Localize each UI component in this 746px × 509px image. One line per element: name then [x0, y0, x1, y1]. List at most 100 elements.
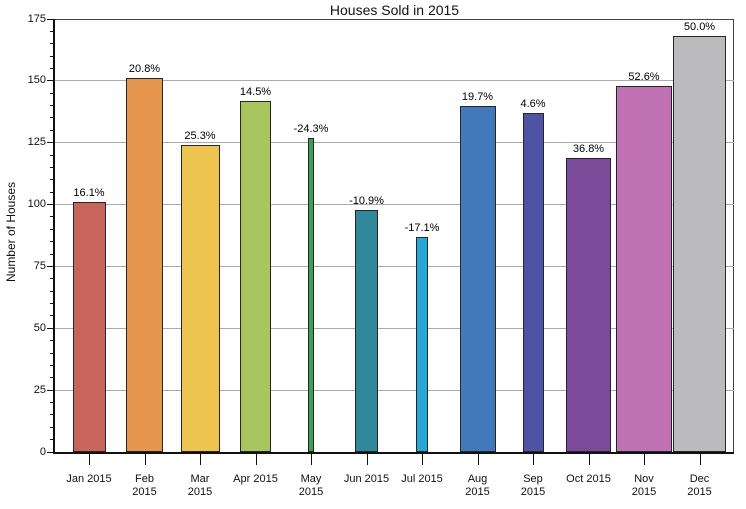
- y-gridline-25: [55, 389, 734, 391]
- y-minor-tick: [50, 166, 54, 168]
- y-major-tick-75: [47, 265, 54, 267]
- x-tick-nov-2015: [644, 454, 645, 465]
- x-tick-label-nov-2015: Nov 2015: [632, 473, 656, 499]
- x-tick-sep-2015: [533, 454, 534, 465]
- y-gridline-150: [55, 80, 734, 82]
- x-tick-label-line: 2015: [465, 486, 490, 498]
- y-tick-label-175: 175: [27, 12, 46, 25]
- y-major-tick-0: [47, 451, 54, 453]
- y-minor-tick: [50, 67, 54, 69]
- y-minor-tick: [50, 253, 54, 255]
- bar-dec-2015: [673, 36, 726, 452]
- x-tick-label-may-2015: May 2015: [299, 473, 323, 499]
- x-tick-label-aug-2015: Aug 2015: [465, 473, 489, 499]
- x-tick-label-line: 2015: [187, 486, 213, 498]
- y-minor-tick: [50, 154, 54, 156]
- x-tick-oct-2015: [588, 454, 590, 465]
- y-major-tick-100: [47, 204, 54, 206]
- x-tick-label-line: 2015: [520, 486, 546, 498]
- y-minor-tick: [50, 43, 54, 45]
- y-gridline-75: [55, 265, 734, 267]
- y-tick-label-25: 25: [33, 383, 46, 396]
- y-tick-label-125: 125: [27, 136, 46, 149]
- y-major-tick-25: [47, 389, 54, 391]
- x-tick-mar-2015: [200, 454, 201, 465]
- x-tick-label-line: Jun 2015: [343, 473, 390, 485]
- y-minor-tick: [50, 105, 54, 107]
- bar-value-label-mar-2015: 25.3%: [184, 130, 216, 143]
- x-tick-label-feb-2015: Feb 2015: [132, 473, 156, 499]
- bar-may-2015: [308, 137, 314, 452]
- y-gridline-100: [55, 204, 734, 206]
- x-tick-label-jun-2015: Jun 2015: [344, 473, 389, 486]
- x-tick-label-mar-2015: Mar 2015: [188, 473, 212, 499]
- y-minor-tick: [50, 315, 54, 317]
- y-axis-line: [53, 19, 55, 454]
- y-major-tick-175: [47, 18, 54, 20]
- plot-area: 16.1% 20.8% 25.3% 14.5% -24.3% -10.9% -17.1% 19…: [55, 19, 734, 452]
- y-minor-tick: [50, 290, 54, 292]
- bar-jan-2015: [72, 202, 106, 452]
- y-tick-label-75: 75: [33, 259, 46, 272]
- y-tick-label-150: 150: [27, 74, 46, 87]
- x-tick-may-2015: [311, 454, 312, 465]
- x-tick-label-oct-2015: Oct 2015: [566, 473, 611, 486]
- x-tick-label-line: Dec: [689, 473, 710, 485]
- y-minor-tick: [50, 340, 54, 342]
- x-tick-label-apr-2015: Apr 2015: [233, 473, 278, 486]
- y-minor-tick: [50, 303, 54, 305]
- x-tick-label-line: Nov: [634, 473, 654, 485]
- bar-apr-2015: [240, 100, 271, 452]
- y-minor-tick: [50, 414, 54, 416]
- y-minor-tick: [50, 191, 54, 193]
- x-tick-label-line: Mar: [190, 473, 210, 485]
- y-minor-tick: [50, 216, 54, 218]
- x-tick-label-sep-2015: Sep 2015: [521, 473, 545, 499]
- x-tick-jun-2015: [366, 454, 368, 465]
- x-tick-label-line: 2015: [687, 486, 712, 498]
- y-gridline-125: [55, 142, 734, 144]
- bar-value-label-may-2015: -24.3%: [293, 122, 329, 135]
- y-tick-label-50: 50: [33, 321, 46, 334]
- y-minor-tick: [50, 426, 54, 428]
- bar-value-label-feb-2015: 20.8%: [128, 63, 161, 76]
- bar-value-label-jul-2015: -17.1%: [404, 221, 440, 234]
- y-minor-tick: [50, 241, 54, 243]
- x-tick-feb-2015: [144, 454, 146, 465]
- y-major-tick-150: [47, 80, 54, 82]
- x-tick-aug-2015: [477, 454, 479, 465]
- y-gridline-50: [55, 327, 734, 329]
- x-tick-jan-2015: [89, 454, 90, 465]
- x-tick-label-line: Aug: [467, 473, 488, 485]
- chart-title: Houses Sold in 2015: [329, 2, 460, 18]
- bar-mar-2015: [180, 145, 220, 452]
- bar-value-label-dec-2015: 50.0%: [683, 21, 716, 34]
- x-tick-label-line: Sep: [523, 473, 543, 485]
- plot-frame-right: [733, 19, 734, 452]
- y-tick-label-0: 0: [39, 445, 46, 458]
- bar-nov-2015: [616, 85, 672, 452]
- bar-jun-2015: [355, 209, 378, 452]
- y-major-tick-125: [47, 142, 54, 144]
- x-tick-label-line: Oct 2015: [566, 473, 611, 485]
- x-tick-label-line: Apr 2015: [233, 473, 278, 485]
- y-minor-tick: [50, 55, 54, 57]
- bar-value-label-nov-2015: 52.6%: [628, 70, 660, 83]
- x-tick-label-line: Feb: [135, 473, 154, 485]
- plot-frame-top: [53, 19, 734, 20]
- bar-value-label-sep-2015: 4.6%: [520, 98, 546, 111]
- x-tick-label-line: Jul 2015: [401, 473, 443, 485]
- y-major-tick-50: [47, 327, 54, 329]
- x-tick-label-jul-2015: Jul 2015: [401, 473, 443, 486]
- x-axis-line: [53, 452, 734, 454]
- bar-jul-2015: [416, 236, 428, 452]
- y-minor-tick: [50, 364, 54, 366]
- x-tick-label-line: May: [300, 473, 322, 485]
- bar-aug-2015: [459, 105, 496, 452]
- bar-value-label-oct-2015: 36.8%: [572, 142, 605, 155]
- bar-value-label-aug-2015: 19.7%: [461, 90, 494, 103]
- y-tick-label-100: 100: [27, 198, 46, 211]
- x-tick-label-dec-2015: Dec 2015: [687, 473, 711, 499]
- bar-value-label-apr-2015: 14.5%: [239, 85, 272, 98]
